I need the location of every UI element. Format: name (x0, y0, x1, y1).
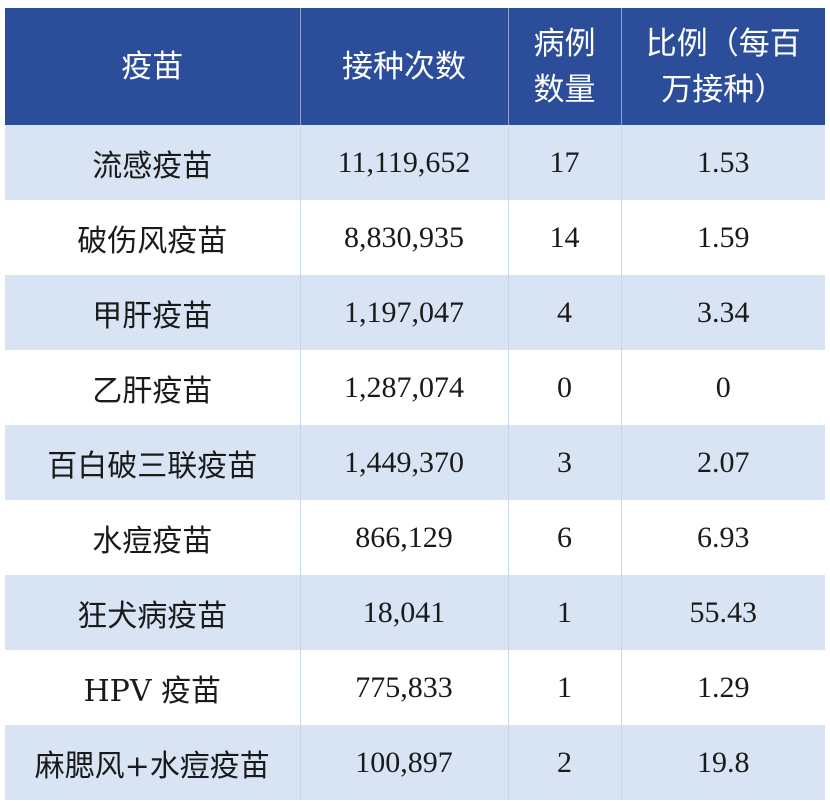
table-row: 甲肝疫苗 1,197,047 4 3.34 (5, 275, 825, 350)
header-rate-line2: 万接种） (661, 71, 786, 108)
cell-vaccine: 水痘疫苗 (5, 500, 301, 575)
cell-vaccine: HPV 疫苗 (5, 650, 301, 725)
table-header: 疫苗 接种次数 病例 数量 比例（每百 万接种） (5, 8, 825, 125)
cell-vaccine: 破伤风疫苗 (5, 200, 301, 275)
table-row: HPV 疫苗 775,833 1 1.29 (5, 650, 825, 725)
cell-doses: 18,041 (300, 575, 509, 650)
cell-rate: 6.93 (621, 500, 825, 575)
cell-doses: 775,833 (300, 650, 509, 725)
cell-cases: 1 (508, 650, 622, 725)
table-row: 破伤风疫苗 8,830,935 14 1.59 (5, 200, 825, 275)
cell-vaccine: 麻腮风+水痘疫苗 (5, 725, 301, 800)
cell-cases: 0 (508, 350, 622, 425)
cell-vaccine: 百白破三联疫苗 (5, 425, 301, 500)
cell-doses: 1,197,047 (300, 275, 509, 350)
header-rate: 比例（每百 万接种） (621, 8, 825, 125)
cell-rate: 1.59 (621, 200, 825, 275)
cell-rate: 55.43 (621, 575, 825, 650)
vaccine-data-table: 疫苗 接种次数 病例 数量 比例（每百 万接种） 流感疫苗 11,119,652 1… (5, 8, 825, 800)
cell-doses: 11,119,652 (300, 125, 509, 200)
cell-rate: 0 (621, 350, 825, 425)
table-row: 乙肝疫苗 1,287,074 0 0 (5, 350, 825, 425)
table-row: 狂犬病疫苗 18,041 1 55.43 (5, 575, 825, 650)
table-row: 流感疫苗 11,119,652 17 1.53 (5, 125, 825, 200)
cell-vaccine: 狂犬病疫苗 (5, 575, 301, 650)
cell-doses: 100,897 (300, 725, 509, 800)
cell-vaccine: 乙肝疫苗 (5, 350, 301, 425)
cell-vaccine: 甲肝疫苗 (5, 275, 301, 350)
cell-doses: 866,129 (300, 500, 509, 575)
cell-vaccine: 流感疫苗 (5, 125, 301, 200)
cell-cases: 3 (508, 425, 622, 500)
header-doses: 接种次数 (300, 8, 509, 125)
header-vaccine: 疫苗 (5, 8, 301, 125)
cell-doses: 1,287,074 (300, 350, 509, 425)
cell-cases: 6 (508, 500, 622, 575)
header-cases: 病例 数量 (508, 8, 622, 125)
header-cases-line1: 病例 (533, 25, 596, 62)
cell-rate: 1.53 (621, 125, 825, 200)
cell-cases: 2 (508, 725, 622, 800)
cell-doses: 1,449,370 (300, 425, 509, 500)
cell-cases: 17 (508, 125, 622, 200)
cell-cases: 4 (508, 275, 622, 350)
header-cases-line2: 数量 (533, 71, 596, 108)
cell-cases: 1 (508, 575, 622, 650)
table-body: 流感疫苗 11,119,652 17 1.53 破伤风疫苗 8,830,935 14 1.59… (5, 125, 825, 800)
cell-rate: 3.34 (621, 275, 825, 350)
cell-doses: 8,830,935 (300, 200, 509, 275)
header-rate-line1: 比例（每百 (645, 25, 801, 62)
table-row: 百白破三联疫苗 1,449,370 3 2.07 (5, 425, 825, 500)
table-row: 水痘疫苗 866,129 6 6.93 (5, 500, 825, 575)
cell-rate: 1.29 (621, 650, 825, 725)
cell-cases: 14 (508, 200, 622, 275)
table-row: 麻腮风+水痘疫苗 100,897 2 19.8 (5, 725, 825, 800)
cell-rate: 19.8 (621, 725, 825, 800)
cell-rate: 2.07 (621, 425, 825, 500)
